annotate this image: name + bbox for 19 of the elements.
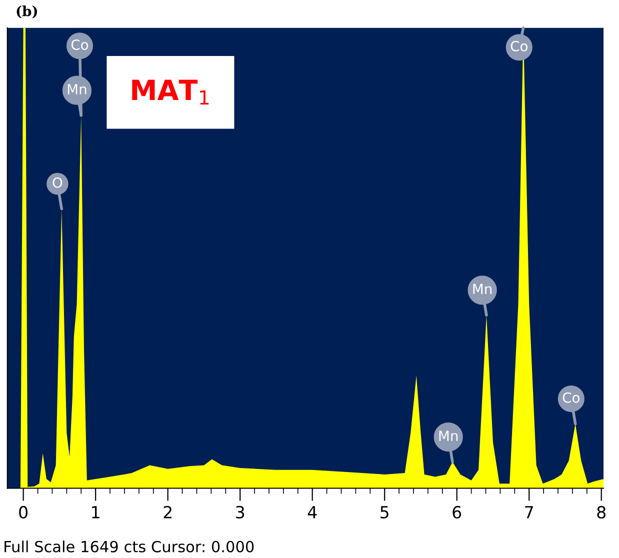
chart-title: (b) [16,6,38,18]
annotation: Co [510,40,528,52]
annotation: Mn [439,430,458,441]
annotation: Mn [473,284,492,294]
x-tick-label: 7 [525,506,533,518]
x-tick-label: 6 [452,506,462,519]
text: Full Scale 1649 cts Cursor: 0.000 [4,540,254,552]
x-tick-label: 4 [308,506,317,518]
x-tick-label: 1 [92,506,100,518]
x-tick-label: 2 [164,506,172,518]
x-tick-label: 0 [19,506,28,519]
x-tick-label: 5 [380,506,388,519]
annotation: Co [71,39,88,50]
x-tick-label: 8 [597,506,606,519]
x-tick-label: 3 [236,506,244,519]
annotation: Co [562,392,580,403]
annotation: Mn [68,84,86,94]
annotation: O [52,177,62,188]
annotation: MAT$_{1}$ [132,80,209,105]
